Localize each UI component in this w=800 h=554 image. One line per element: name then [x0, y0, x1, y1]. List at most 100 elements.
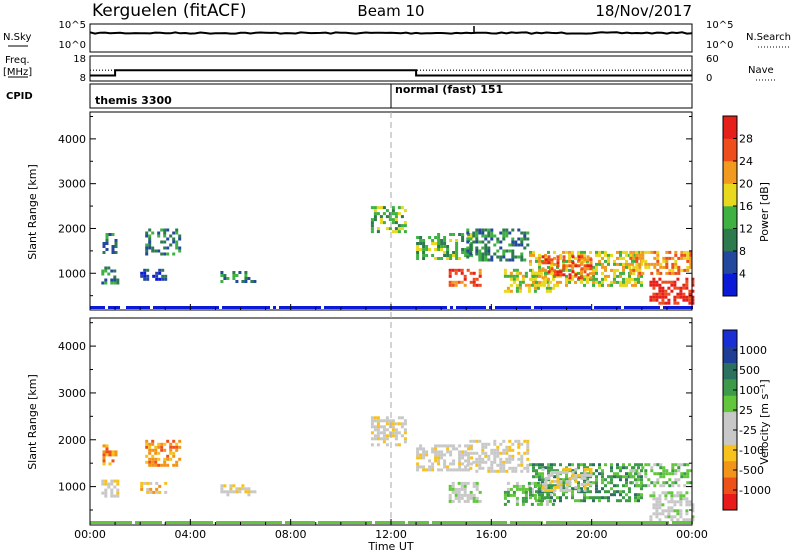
power-cell-12	[635, 265, 639, 269]
velocity-cell-6	[464, 459, 468, 463]
velocity-cell-6	[464, 453, 468, 457]
power-cell-10	[586, 280, 589, 284]
velocity-cell-13	[652, 503, 656, 507]
velocity-cell-4	[244, 490, 248, 494]
power-cell-10	[580, 262, 583, 266]
velocity-cell-6	[452, 444, 456, 448]
velocity-cell-12	[671, 469, 675, 473]
velocity-cell-11	[580, 473, 584, 477]
velocity-cell-0	[116, 488, 120, 492]
velocity-ground-cell	[192, 521, 195, 524]
velocity-colorbar-swatch	[723, 444, 737, 462]
power-ground-cell	[273, 306, 276, 309]
power-cell-5	[370, 227, 374, 231]
power-cell-8	[478, 228, 482, 232]
power-cell-12	[662, 265, 666, 269]
power-ground-cell	[471, 306, 474, 309]
freq-line	[90, 69, 692, 77]
power-cell-8	[520, 252, 524, 256]
velocity-cell-6	[434, 444, 438, 448]
velocity-cell-10	[568, 463, 571, 467]
velocity-cell-11	[583, 476, 587, 480]
velocity-cell-13	[652, 491, 656, 495]
power-cell-10	[634, 277, 637, 281]
power-ground-cell	[669, 306, 672, 309]
power-ground-cell	[243, 306, 246, 309]
velocity-cell-7	[469, 496, 473, 500]
velocity-ground-cell	[687, 521, 690, 524]
velocity-cell-13	[661, 503, 665, 507]
power-colorbar-tick-label: 12	[739, 223, 753, 236]
velocity-ground-cell	[102, 521, 105, 524]
power-ground-cell	[117, 306, 120, 309]
velocity-cell-6	[470, 462, 474, 466]
velocity-ground-cell	[441, 521, 444, 524]
power-cell-9	[533, 289, 537, 293]
velocity-cell-10	[547, 496, 550, 500]
velocity-cell-6	[461, 453, 465, 457]
power-cell-6	[455, 251, 459, 254]
power-cell-3	[146, 277, 150, 281]
power-cell-13	[673, 295, 677, 299]
velocity-ground-cell	[537, 521, 540, 524]
power-cell-2	[160, 240, 164, 244]
velocity-cell-13	[667, 500, 671, 504]
power-ground-cell	[666, 306, 669, 309]
velocity-cell-6	[452, 459, 456, 463]
velocity-cell-9	[515, 487, 519, 491]
power-colorbar-swatch	[723, 116, 737, 139]
velocity-cell-11	[583, 473, 587, 477]
power-ground-cell	[546, 306, 549, 309]
velocity-cell-8	[478, 454, 482, 458]
velocity-cell-7	[475, 481, 479, 485]
power-cell-5	[391, 221, 395, 225]
velocity-colorbar-swatch	[723, 411, 737, 429]
velocity-cell-8	[520, 442, 524, 446]
power-cell-7	[448, 274, 452, 278]
velocity-colorbar-swatch	[723, 362, 737, 380]
velocity-cell-10	[547, 493, 550, 497]
power-cell-2	[163, 228, 167, 232]
power-cell-0	[116, 281, 120, 285]
velocity-cell-12	[629, 469, 633, 473]
velocity-cell-12	[680, 475, 684, 479]
velocity-cell-10	[601, 472, 604, 476]
velocity-cell-10	[598, 463, 601, 467]
velocity-cell-5	[385, 416, 389, 420]
power-cell-12	[680, 253, 684, 257]
power-cell-10	[556, 274, 559, 278]
velocity-cell-13	[649, 518, 653, 522]
velocity-cell-10	[583, 493, 586, 497]
power-cell-6	[455, 257, 459, 260]
power-cell-9	[509, 271, 513, 275]
velocity-ground-cell	[672, 521, 675, 524]
power-cell-11	[556, 255, 560, 259]
power-ground-cell	[336, 306, 339, 309]
power-cell-10	[541, 268, 544, 272]
velocity-cell-2	[172, 439, 176, 443]
power-cell-10	[628, 277, 631, 281]
velocity-ground-cell	[138, 521, 141, 524]
velocity-cell-3	[164, 481, 168, 485]
power-cell-8	[475, 228, 479, 232]
power-cell-3	[146, 268, 150, 272]
power-cell-13	[658, 277, 662, 281]
power-cell-13	[691, 277, 695, 281]
velocity-cell-8	[499, 469, 503, 473]
velocity-cell-13	[670, 509, 674, 513]
velocity-ground-cell	[354, 521, 357, 524]
power-cell-8	[469, 237, 473, 241]
power-cell-8	[514, 243, 518, 247]
power-cell-8	[478, 255, 482, 259]
power-cell-10	[574, 280, 577, 284]
power-ground-cell	[675, 306, 678, 309]
power-cell-12	[674, 259, 678, 263]
velocity-colorbar-tick-label: -25	[739, 424, 757, 437]
velocity-cell-8	[526, 445, 530, 449]
power-cell-3	[161, 274, 165, 278]
velocity-cell-11	[547, 476, 551, 480]
power-ground-cell	[186, 306, 189, 309]
power-cell-8	[499, 255, 503, 259]
power-ground-cell	[171, 306, 174, 309]
